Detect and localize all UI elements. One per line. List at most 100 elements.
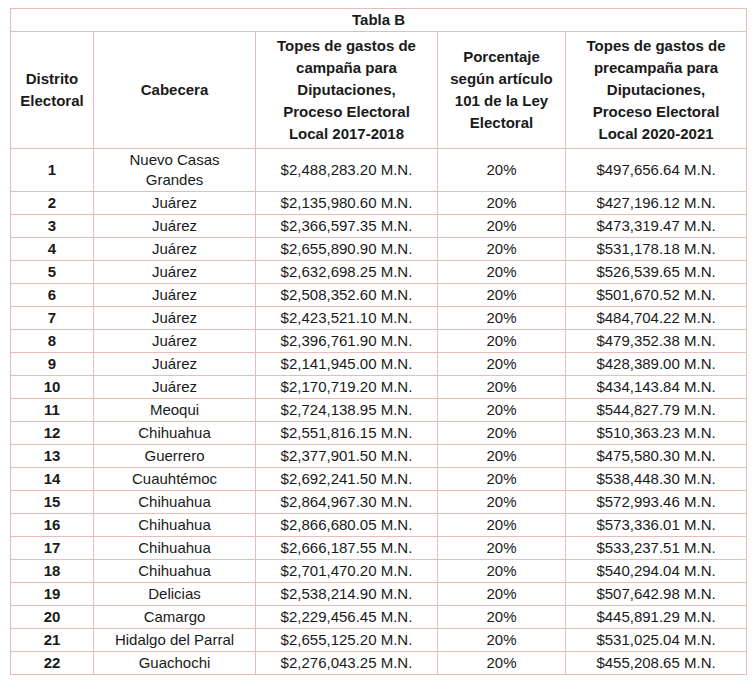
district-cell: 22 xyxy=(11,652,94,675)
header-topes-campana: Topes de gastos de campaña para Diputaci… xyxy=(256,32,438,149)
table-head: Tabla B Distrito Electoral Cabecera Tope… xyxy=(11,9,747,149)
campaign-cap-cell: $2,655,125.20 M.N. xyxy=(256,629,438,652)
cabecera-cell: Chihuahua xyxy=(94,491,256,514)
cabecera-cell: Nuevo Casas Grandes xyxy=(94,149,256,192)
table-row: 20Camargo$2,229,456.45 M.N.20%$445,891.2… xyxy=(11,606,747,629)
campaign-cap-cell: $2,135,980.60 M.N. xyxy=(256,192,438,215)
precampaign-cap-cell: $475,580.30 M.N. xyxy=(566,445,747,468)
table-row: 19Delicias$2,538,214.90 M.N.20%$507,642.… xyxy=(11,583,747,606)
cabecera-cell: Cuauhtémoc xyxy=(94,468,256,491)
precampaign-cap-cell: $479,352.38 M.N. xyxy=(566,330,747,353)
district-cell: 10 xyxy=(11,376,94,399)
campaign-cap-cell: $2,655,890.90 M.N. xyxy=(256,238,438,261)
cabecera-cell: Juárez xyxy=(94,284,256,307)
table-row: 22Guachochi$2,276,043.25 M.N.20%$455,208… xyxy=(11,652,747,675)
percentage-cell: 20% xyxy=(438,261,566,284)
cabecera-cell: Juárez xyxy=(94,330,256,353)
percentage-cell: 20% xyxy=(438,353,566,376)
cabecera-cell: Guerrero xyxy=(94,445,256,468)
campaign-cap-cell: $2,141,945.00 M.N. xyxy=(256,353,438,376)
district-cell: 15 xyxy=(11,491,94,514)
precampaign-cap-cell: $434,143.84 M.N. xyxy=(566,376,747,399)
header-topes-precampana: Topes de gastos de precampaña para Diput… xyxy=(566,32,747,149)
table-row: 12Chihuahua$2,551,816.15 M.N.20%$510,363… xyxy=(11,422,747,445)
precampaign-cap-cell: $427,196.12 M.N. xyxy=(566,192,747,215)
header-distrito-electoral: Distrito Electoral xyxy=(11,32,94,149)
district-cell: 13 xyxy=(11,445,94,468)
campaign-cap-cell: $2,276,043.25 M.N. xyxy=(256,652,438,675)
district-cell: 21 xyxy=(11,629,94,652)
table-row: 17Chihuahua$2,666,187.55 M.N.20%$533,237… xyxy=(11,537,747,560)
table-row: 13Guerrero$2,377,901.50 M.N.20%$475,580.… xyxy=(11,445,747,468)
campaign-cap-cell: $2,229,456.45 M.N. xyxy=(256,606,438,629)
table-row: 21Hidalgo del Parral$2,655,125.20 M.N.20… xyxy=(11,629,747,652)
cabecera-cell: Juárez xyxy=(94,353,256,376)
district-cell: 12 xyxy=(11,422,94,445)
percentage-cell: 20% xyxy=(438,192,566,215)
district-cell: 18 xyxy=(11,560,94,583)
table-header-row: Distrito Electoral Cabecera Topes de gas… xyxy=(11,32,747,149)
table-row: 8Juárez$2,396,761.90 M.N.20%$479,352.38 … xyxy=(11,330,747,353)
cabecera-cell: Juárez xyxy=(94,261,256,284)
precampaign-cap-cell: $510,363.23 M.N. xyxy=(566,422,747,445)
table-row: 9Juárez$2,141,945.00 M.N.20%$428,389.00 … xyxy=(11,353,747,376)
table-row: 10Juárez$2,170,719.20 M.N.20%$434,143.84… xyxy=(11,376,747,399)
district-cell: 1 xyxy=(11,149,94,192)
district-cell: 6 xyxy=(11,284,94,307)
table-row: 3Juárez$2,366,597.35 M.N.20%$473,319.47 … xyxy=(11,215,747,238)
campaign-cap-cell: $2,423,521.10 M.N. xyxy=(256,307,438,330)
percentage-cell: 20% xyxy=(438,468,566,491)
table-row: 1Nuevo Casas Grandes$2,488,283.20 M.N.20… xyxy=(11,149,747,192)
precampaign-cap-cell: $573,336.01 M.N. xyxy=(566,514,747,537)
campaign-cap-cell: $2,366,597.35 M.N. xyxy=(256,215,438,238)
percentage-cell: 20% xyxy=(438,629,566,652)
percentage-cell: 20% xyxy=(438,149,566,192)
campaign-cap-cell: $2,538,214.90 M.N. xyxy=(256,583,438,606)
table-row: 16Chihuahua$2,866,680.05 M.N.20%$573,336… xyxy=(11,514,747,537)
table-row: 2Juárez$2,135,980.60 M.N.20%$427,196.12 … xyxy=(11,192,747,215)
district-cell: 4 xyxy=(11,238,94,261)
percentage-cell: 20% xyxy=(438,560,566,583)
cabecera-cell: Delicias xyxy=(94,583,256,606)
campaign-cap-cell: $2,632,698.25 M.N. xyxy=(256,261,438,284)
precampaign-cap-cell: $497,656.64 M.N. xyxy=(566,149,747,192)
table-title-row: Tabla B xyxy=(11,9,747,32)
cabecera-cell: Camargo xyxy=(94,606,256,629)
precampaign-cap-cell: $445,891.29 M.N. xyxy=(566,606,747,629)
percentage-cell: 20% xyxy=(438,583,566,606)
precampaign-cap-cell: $544,827.79 M.N. xyxy=(566,399,747,422)
precampaign-cap-cell: $572,993.46 M.N. xyxy=(566,491,747,514)
campaign-cap-cell: $2,701,470.20 M.N. xyxy=(256,560,438,583)
percentage-cell: 20% xyxy=(438,238,566,261)
campaign-cap-cell: $2,551,816.15 M.N. xyxy=(256,422,438,445)
campaign-cap-cell: $2,396,761.90 M.N. xyxy=(256,330,438,353)
cabecera-cell: Chihuahua xyxy=(94,537,256,560)
campaign-cap-cell: $2,666,187.55 M.N. xyxy=(256,537,438,560)
precampaign-cap-cell: $531,178.18 M.N. xyxy=(566,238,747,261)
precampaign-cap-cell: $428,389.00 M.N. xyxy=(566,353,747,376)
campaign-cap-cell: $2,488,283.20 M.N. xyxy=(256,149,438,192)
cabecera-cell: Juárez xyxy=(94,307,256,330)
percentage-cell: 20% xyxy=(438,606,566,629)
precampaign-cap-cell: $538,448.30 M.N. xyxy=(566,468,747,491)
header-porcentaje: Porcentaje según artículo 101 de la Ley … xyxy=(438,32,566,149)
table-row: 5Juárez$2,632,698.25 M.N.20%$526,539.65 … xyxy=(11,261,747,284)
campaign-cap-cell: $2,170,719.20 M.N. xyxy=(256,376,438,399)
district-cell: 3 xyxy=(11,215,94,238)
precampaign-cap-cell: $526,539.65 M.N. xyxy=(566,261,747,284)
cabecera-cell: Chihuahua xyxy=(94,560,256,583)
district-cell: 19 xyxy=(11,583,94,606)
tabla-b: Tabla B Distrito Electoral Cabecera Tope… xyxy=(10,8,747,675)
precampaign-cap-cell: $531,025.04 M.N. xyxy=(566,629,747,652)
cabecera-cell: Chihuahua xyxy=(94,514,256,537)
precampaign-cap-cell: $473,319.47 M.N. xyxy=(566,215,747,238)
document-page: Tabla B Distrito Electoral Cabecera Tope… xyxy=(0,0,756,683)
district-cell: 8 xyxy=(11,330,94,353)
district-cell: 14 xyxy=(11,468,94,491)
precampaign-cap-cell: $507,642.98 M.N. xyxy=(566,583,747,606)
table-row: 14Cuauhtémoc$2,692,241.50 M.N.20%$538,44… xyxy=(11,468,747,491)
cabecera-cell: Chihuahua xyxy=(94,422,256,445)
percentage-cell: 20% xyxy=(438,445,566,468)
precampaign-cap-cell: $484,704.22 M.N. xyxy=(566,307,747,330)
cabecera-cell: Juárez xyxy=(94,215,256,238)
